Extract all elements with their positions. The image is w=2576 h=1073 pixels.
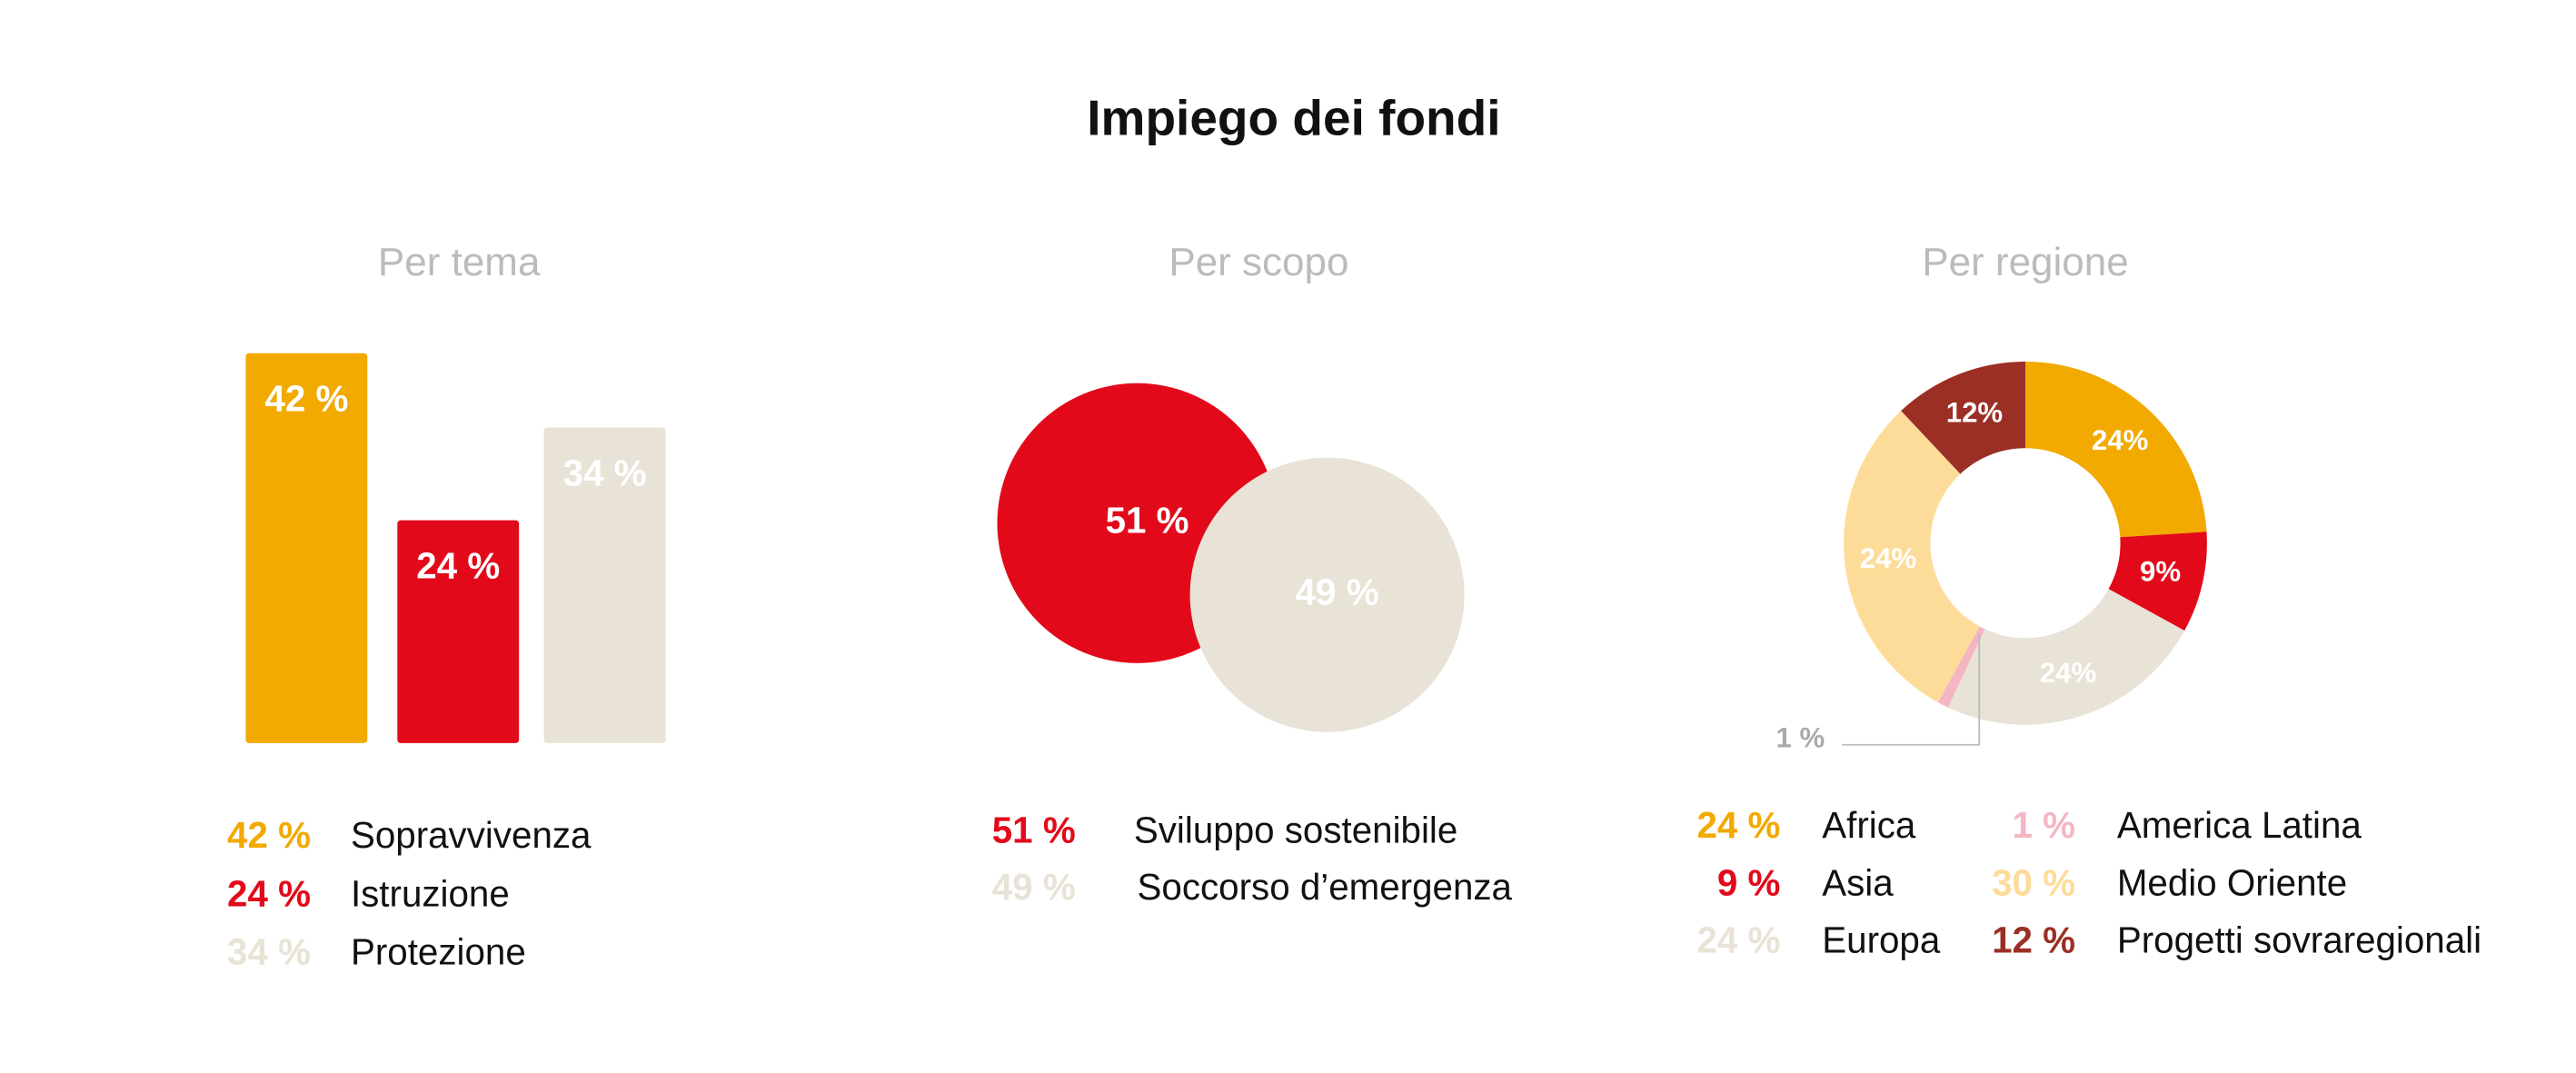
legend-label: Sviluppo sostenibile: [1134, 810, 1457, 851]
legend-label: Soccorso d’emergenza: [1138, 866, 1513, 908]
legend-label: Istruzione: [351, 872, 510, 914]
bar-label: 42 %: [264, 378, 348, 420]
legend-label: Sopravvivenza: [351, 814, 592, 856]
donut-slice: [2024, 361, 2207, 538]
page-title: Impiego dei fondi: [1087, 89, 1500, 145]
legend-value: 12 %: [1992, 919, 2075, 961]
donut-slice: [1901, 361, 2025, 474]
bar: [397, 520, 520, 743]
bubble: [1189, 457, 1465, 732]
legend-label: Africa: [1822, 804, 1916, 846]
bar-label: 34 %: [563, 452, 647, 493]
slice-label: 9%: [2140, 555, 2181, 587]
slice-label: 24%: [2040, 657, 2096, 689]
legend-value: 34 %: [227, 930, 311, 972]
legend-value: 24 %: [1696, 919, 1780, 961]
chart-title: Per scopo: [1169, 240, 1348, 284]
bar: [245, 353, 368, 743]
slice-label: 24%: [2092, 424, 2148, 456]
bar-label: 24 %: [416, 545, 500, 587]
legend-value: 24 %: [227, 872, 311, 914]
legend-value: 24 %: [1696, 804, 1780, 846]
legend-label: Asia: [1822, 861, 1894, 903]
legend-value: 1 %: [2012, 804, 2075, 846]
legend-label: Europa: [1822, 919, 1941, 961]
legend-label: Progetti sovraregionali: [2117, 919, 2482, 961]
donut-slice: [1947, 589, 2185, 725]
chart-title: Per tema: [378, 240, 541, 284]
slice-label: 1 %: [1776, 721, 1825, 753]
legend-value: 51 %: [992, 810, 1076, 851]
bubble-label: 49 %: [1296, 571, 1379, 612]
slice-label: 12%: [1946, 397, 2003, 429]
donut-slice: [1937, 626, 1985, 708]
donut-slice: [1844, 411, 1980, 703]
slice-label: 24%: [1860, 542, 1916, 574]
legend-label: America Latina: [2117, 804, 2362, 846]
leader-line: [1842, 633, 1981, 746]
legend-label: Medio Oriente: [2117, 861, 2347, 903]
legend-value: 9 %: [1717, 861, 1781, 903]
bubble-label: 51 %: [1106, 499, 1189, 541]
legend-value: 42 %: [227, 814, 311, 856]
chart-title: Per regione: [1922, 240, 2128, 284]
legend-label: Protezione: [351, 930, 526, 972]
legend-value: 49 %: [992, 866, 1076, 908]
donut-slice: [2108, 532, 2207, 631]
bar: [543, 427, 666, 743]
legend-value: 30 %: [1992, 861, 2075, 903]
